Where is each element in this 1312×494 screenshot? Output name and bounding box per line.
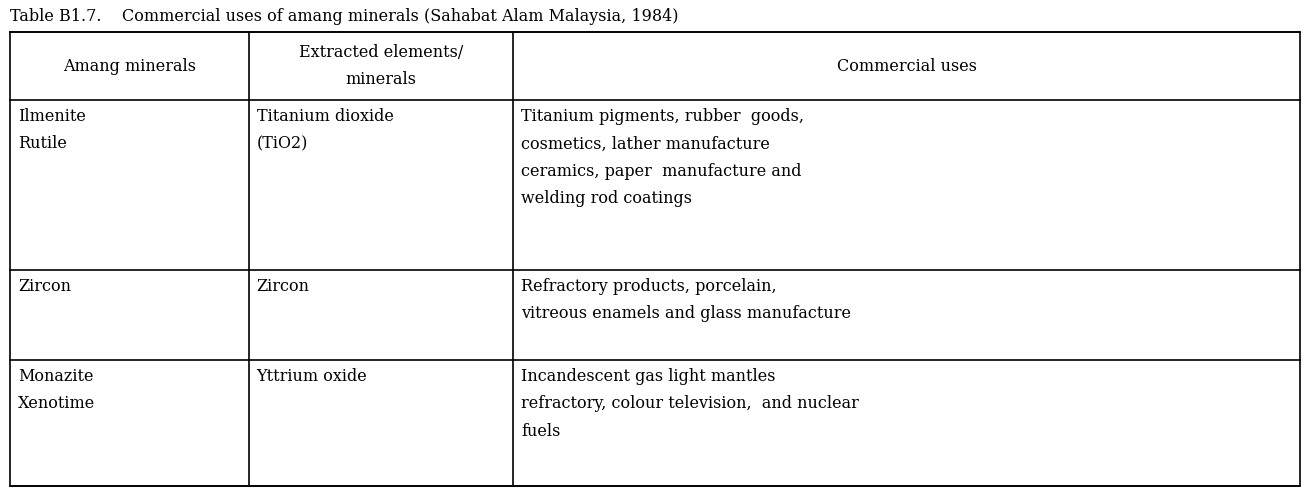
Text: Commercial uses: Commercial uses <box>837 57 976 75</box>
Text: Incandescent gas light mantles
refractory, colour television,  and nuclear
fuels: Incandescent gas light mantles refractor… <box>521 368 859 440</box>
Text: Zircon: Zircon <box>18 278 71 295</box>
Text: Zircon: Zircon <box>257 278 310 295</box>
Text: Extracted elements/
minerals: Extracted elements/ minerals <box>299 44 463 88</box>
Text: Titanium pigments, rubber  goods,
cosmetics, lather manufacture
ceramics, paper : Titanium pigments, rubber goods, cosmeti… <box>521 108 804 207</box>
Text: Yttrium oxide: Yttrium oxide <box>257 368 367 385</box>
Text: Ilmenite
Rutile: Ilmenite Rutile <box>18 108 85 153</box>
Text: Refractory products, porcelain,
vitreous enamels and glass manufacture: Refractory products, porcelain, vitreous… <box>521 278 851 323</box>
Text: Titanium dioxide
(TiO2): Titanium dioxide (TiO2) <box>257 108 394 153</box>
Text: Amang minerals: Amang minerals <box>63 57 195 75</box>
Text: Monazite
Xenotime: Monazite Xenotime <box>18 368 96 412</box>
Text: Table B1.7.    Commercial uses of amang minerals (Sahabat Alam Malaysia, 1984): Table B1.7. Commercial uses of amang min… <box>10 8 678 25</box>
